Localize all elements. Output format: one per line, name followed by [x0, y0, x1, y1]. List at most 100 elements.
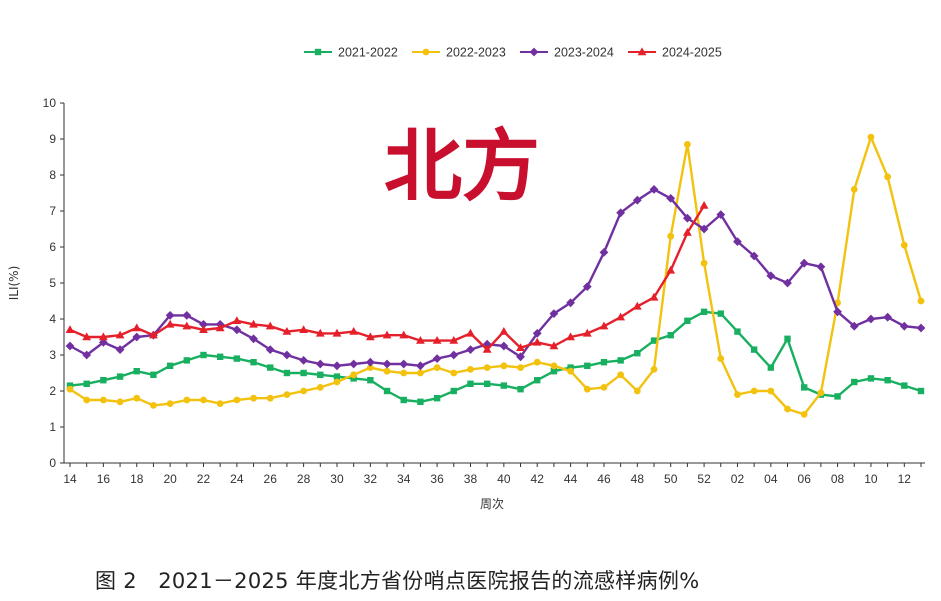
- y-tick-label: 1: [49, 420, 56, 434]
- y-tick-label: 6: [49, 240, 56, 254]
- x-tick-label: 44: [564, 472, 578, 486]
- data-point: [350, 375, 357, 382]
- data-point: [867, 375, 875, 382]
- data-point: [300, 369, 307, 377]
- x-tick-label: 12: [898, 472, 912, 486]
- data-point: [666, 194, 676, 203]
- data-point: [349, 327, 359, 335]
- data-point: [182, 311, 192, 320]
- data-point: [367, 377, 374, 384]
- data-point: [883, 312, 893, 322]
- data-point: [100, 377, 107, 384]
- data-point: [750, 387, 758, 395]
- data-point: [532, 337, 542, 346]
- data-point: [634, 350, 641, 357]
- data-point: [82, 332, 92, 341]
- data-point: [115, 330, 125, 339]
- x-tick-label: 42: [531, 472, 545, 486]
- data-point: [516, 343, 525, 351]
- data-point: [399, 359, 409, 369]
- data-point: [632, 301, 642, 310]
- data-point: [500, 382, 508, 389]
- data-point: [250, 394, 257, 402]
- data-point: [532, 329, 542, 338]
- x-tick-label: 40: [497, 472, 511, 486]
- data-point: [483, 364, 491, 371]
- data-point: [916, 323, 926, 333]
- y-tick-label: 3: [49, 348, 56, 362]
- data-point: [83, 396, 91, 404]
- data-point: [150, 371, 157, 378]
- data-point: [365, 357, 375, 367]
- x-tick-label: 32: [364, 472, 378, 486]
- x-tick-label: 26: [264, 472, 278, 486]
- data-point: [767, 387, 775, 395]
- data-point: [166, 362, 174, 369]
- data-point: [467, 366, 474, 373]
- data-point: [250, 359, 257, 366]
- data-point: [116, 373, 124, 380]
- data-point: [332, 361, 342, 371]
- data-point: [200, 351, 207, 359]
- data-point: [784, 335, 791, 342]
- data-point: [265, 321, 275, 330]
- data-point: [600, 384, 608, 391]
- data-point: [534, 377, 541, 384]
- data-point: [717, 355, 725, 362]
- data-point: [633, 387, 641, 395]
- data-point: [684, 317, 691, 324]
- data-point: [115, 345, 125, 354]
- data-point: [867, 133, 875, 141]
- data-point: [450, 369, 458, 377]
- data-point: [700, 308, 708, 315]
- data-point: [182, 321, 192, 330]
- data-point: [366, 364, 374, 371]
- data-point: [450, 387, 457, 395]
- data-point: [315, 328, 325, 337]
- data-point: [98, 332, 108, 341]
- series-2023-2024: [65, 185, 926, 371]
- data-point: [317, 371, 324, 378]
- data-point: [566, 332, 575, 341]
- data-point: [400, 396, 407, 404]
- data-point: [200, 396, 207, 404]
- data-point: [116, 398, 124, 406]
- x-tick-label: 36: [430, 472, 444, 486]
- series-2021-2022: [66, 308, 925, 405]
- x-tick-label: 04: [764, 472, 778, 486]
- data-point: [649, 292, 659, 301]
- data-point: [132, 323, 142, 332]
- data-point: [332, 328, 342, 337]
- data-point: [650, 366, 658, 373]
- data-point: [616, 208, 626, 218]
- data-point: [516, 352, 525, 362]
- data-point: [300, 387, 308, 395]
- data-point: [899, 321, 909, 331]
- data-point: [884, 173, 892, 181]
- data-point: [199, 325, 208, 333]
- data-point: [650, 337, 658, 344]
- data-point: [233, 396, 241, 404]
- data-point: [216, 353, 224, 360]
- data-point: [315, 359, 325, 369]
- data-point: [500, 362, 508, 370]
- data-point: [232, 325, 242, 335]
- data-point: [533, 358, 541, 366]
- data-point: [66, 382, 74, 389]
- data-point: [299, 325, 309, 333]
- data-point: [517, 364, 524, 371]
- series-line-2024-2025: [69, 204, 706, 351]
- data-point: [282, 327, 292, 335]
- data-point: [416, 336, 425, 344]
- x-tick-label: 14: [63, 472, 77, 486]
- x-tick-label: 50: [664, 472, 678, 486]
- x-tick-label: 30: [330, 472, 344, 486]
- data-point: [382, 330, 392, 339]
- legend-marker: [422, 48, 430, 56]
- x-tick-label: 48: [631, 472, 645, 486]
- data-point: [583, 385, 591, 393]
- legend-label: 2021-2022: [338, 46, 398, 60]
- data-point: [549, 341, 559, 350]
- data-point: [866, 314, 876, 324]
